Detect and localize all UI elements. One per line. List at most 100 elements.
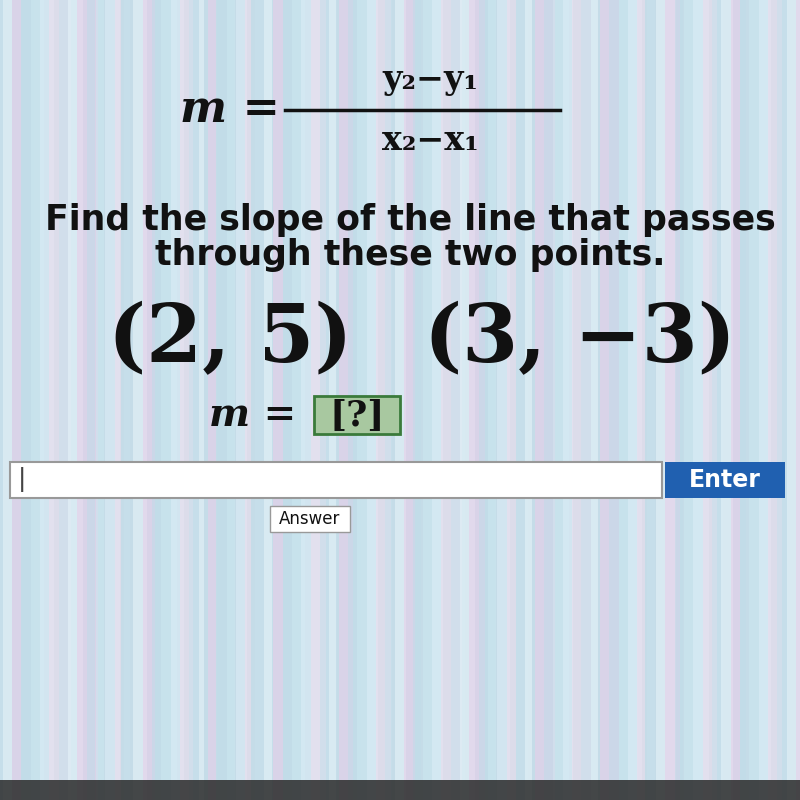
Bar [702, 0, 717, 800]
Bar [218, 0, 234, 800]
Bar [638, 0, 645, 800]
Bar [320, 0, 338, 800]
Bar [348, 0, 362, 800]
Bar [162, 0, 177, 800]
Bar [50, 0, 70, 800]
Bar [180, 0, 194, 800]
Bar [282, 0, 302, 800]
Text: Enter: Enter [689, 468, 761, 492]
Bar [694, 0, 709, 800]
Bar [740, 0, 746, 800]
Bar [554, 0, 570, 800]
Bar [78, 0, 98, 800]
FancyBboxPatch shape [314, 396, 400, 434]
Bar [22, 0, 34, 800]
Bar [404, 0, 414, 800]
Bar [516, 0, 528, 800]
Bar [665, 462, 785, 498]
Bar [330, 0, 336, 800]
Bar [526, 0, 532, 800]
Bar [656, 0, 676, 800]
Text: through these two points.: through these two points. [155, 238, 665, 272]
Text: (3, −3): (3, −3) [424, 301, 736, 379]
Bar [562, 0, 573, 800]
Bar [170, 0, 184, 800]
Bar [432, 0, 443, 800]
Text: Find the slope of the line that passes: Find the slope of the line that passes [45, 203, 775, 237]
Bar [208, 0, 217, 800]
Bar [96, 0, 104, 800]
Bar [674, 0, 683, 800]
Bar [582, 0, 598, 800]
Bar [572, 0, 591, 800]
Bar [422, 0, 441, 800]
Bar [414, 0, 421, 800]
Bar [338, 0, 353, 800]
Bar [142, 0, 155, 800]
Bar [58, 0, 77, 800]
Bar [106, 0, 121, 800]
Bar [684, 0, 703, 800]
Text: Answer: Answer [279, 510, 341, 528]
Bar [712, 0, 723, 800]
Bar [40, 0, 54, 800]
Bar [292, 0, 306, 800]
Bar [310, 0, 326, 800]
Text: m =: m = [180, 89, 280, 131]
Text: m =: m = [210, 396, 310, 434]
Bar [246, 0, 250, 800]
Bar [264, 0, 272, 800]
Bar [302, 0, 320, 800]
Bar [506, 0, 516, 800]
Bar [460, 0, 475, 800]
Bar [610, 0, 630, 800]
Bar [366, 0, 378, 800]
Bar [86, 0, 95, 800]
Bar [198, 0, 204, 800]
Bar [544, 0, 553, 800]
Text: x₂−x₁: x₂−x₁ [382, 123, 478, 157]
Bar [590, 0, 598, 800]
Bar [600, 0, 619, 800]
Bar [442, 0, 462, 800]
Bar [450, 0, 466, 800]
Bar [12, 0, 22, 800]
Bar [796, 0, 800, 800]
Bar [618, 0, 638, 800]
Bar [478, 0, 495, 800]
Bar [768, 0, 782, 800]
Bar [628, 0, 642, 800]
Bar [124, 0, 130, 800]
Text: (2, 5): (2, 5) [108, 301, 352, 379]
Bar [190, 0, 198, 800]
Bar [0, 0, 3, 800]
Bar [666, 0, 679, 800]
Bar [226, 0, 235, 800]
Bar [134, 0, 147, 800]
Text: |: | [18, 467, 26, 493]
Bar [498, 0, 510, 800]
Bar [274, 0, 283, 800]
Bar [68, 0, 83, 800]
Bar [386, 0, 392, 800]
Bar [114, 0, 121, 800]
Bar [394, 0, 406, 800]
Bar [236, 0, 247, 800]
Bar [376, 0, 391, 800]
Bar [750, 0, 769, 800]
Bar [730, 0, 740, 800]
Bar [270, 506, 350, 532]
Text: [?]: [?] [330, 398, 385, 432]
Bar [152, 0, 172, 800]
Bar [0, 780, 800, 800]
Bar [10, 462, 662, 498]
Bar [254, 0, 274, 800]
Bar [786, 0, 800, 800]
Bar [778, 0, 788, 800]
Bar [488, 0, 496, 800]
Bar [30, 0, 44, 800]
Bar [470, 0, 485, 800]
Bar [534, 0, 555, 800]
Bar [646, 0, 655, 800]
Text: y₂−y₁: y₂−y₁ [382, 63, 478, 97]
